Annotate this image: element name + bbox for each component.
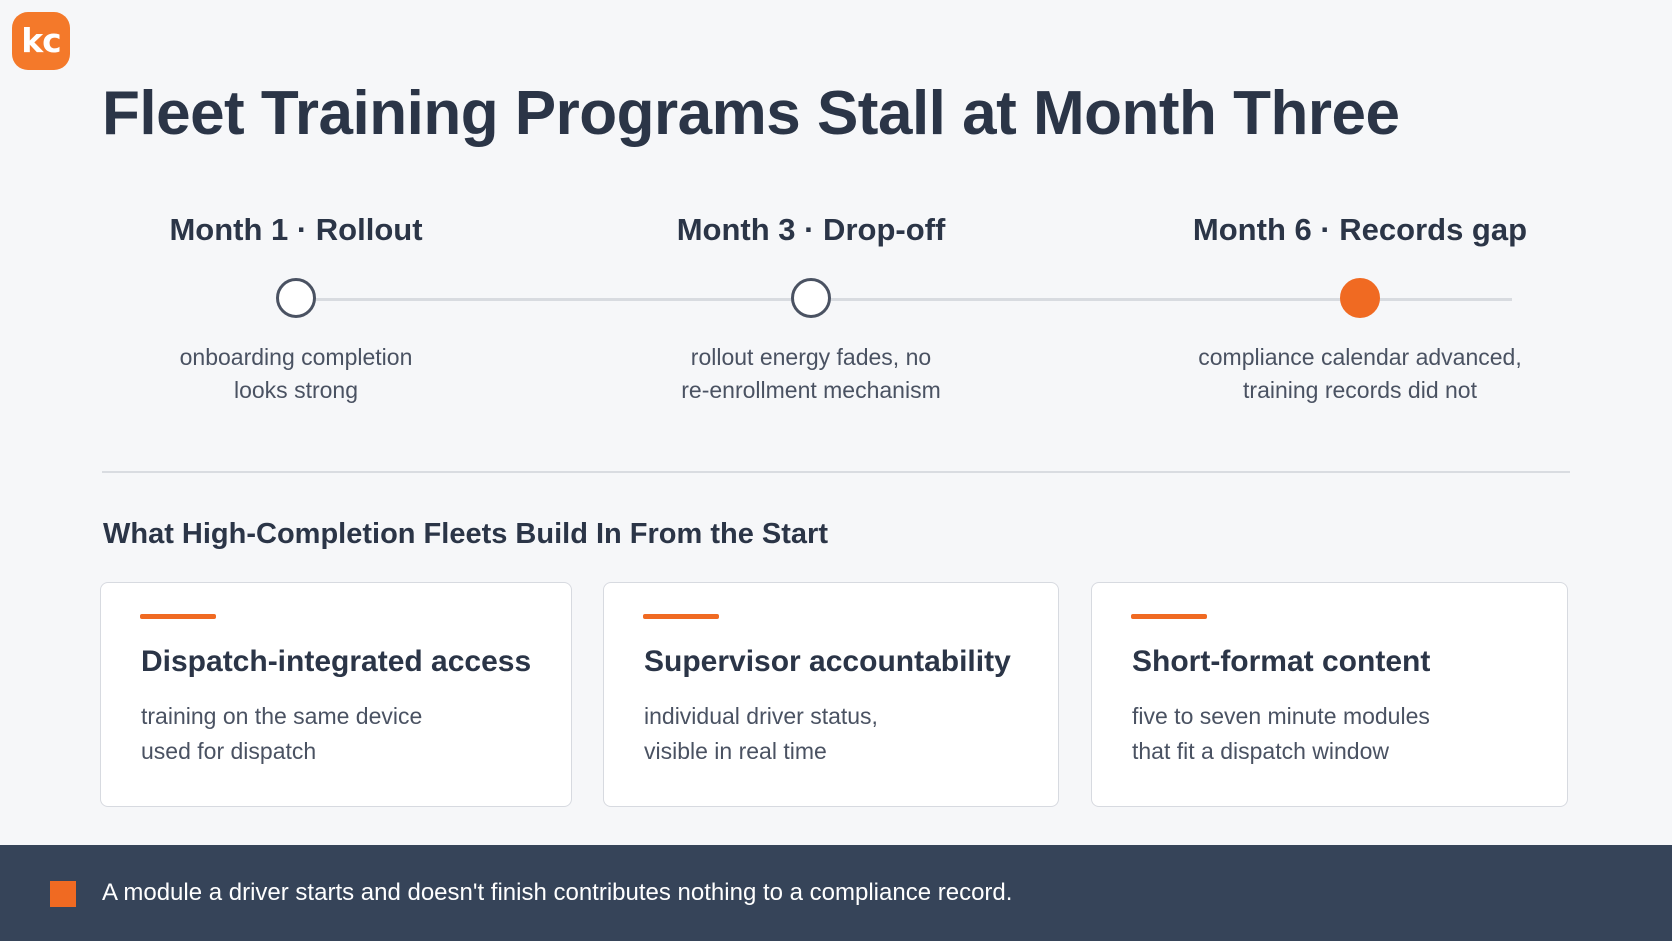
card-description: training on the same device used for dis… — [141, 699, 422, 769]
milestone-month-3: Month 3 · Drop-off rollout energy fades,… — [591, 210, 1031, 407]
banner-square-icon — [50, 881, 76, 907]
timeline-track — [296, 298, 1512, 301]
section-divider — [102, 471, 1570, 473]
milestone-month-1: Month 1 · Rollout onboarding completion … — [76, 210, 516, 407]
banner-text: A module a driver starts and doesn't fin… — [102, 879, 1013, 906]
card-dispatch-integrated-access: Dispatch-integrated access training on t… — [100, 582, 572, 807]
milestone-marker-highlighted — [1340, 278, 1380, 318]
milestone-caption: compliance calendar advanced, training r… — [1140, 341, 1580, 407]
caption-line-2: training records did not — [1243, 377, 1477, 403]
caption-line-1: rollout energy fades, no — [690, 344, 932, 370]
card-desc-line-2: visible in real time — [644, 738, 827, 764]
card-description: individual driver status, visible in rea… — [644, 699, 878, 769]
milestone-caption: rollout energy fades, no re-enrollment m… — [591, 341, 1031, 407]
card-desc-line-2: used for dispatch — [141, 738, 317, 764]
milestone-title: Month 6 · Records gap — [1192, 212, 1528, 247]
card-supervisor-accountability: Supervisor accountability individual dri… — [603, 582, 1059, 807]
card-accent-bar — [140, 614, 216, 619]
caption-line-1: onboarding completion — [179, 344, 413, 370]
card-accent-bar — [1131, 614, 1207, 619]
card-title: Short-format content — [1132, 645, 1431, 678]
card-accent-bar — [643, 614, 719, 619]
card-title: Supervisor accountability — [644, 645, 1011, 678]
card-desc-line-2: that fit a dispatch window — [1132, 738, 1389, 764]
footer-banner: A module a driver starts and doesn't fin… — [0, 845, 1672, 941]
card-short-format-content: Short-format content five to seven minut… — [1091, 582, 1568, 807]
milestone-title: Month 1 · Rollout — [169, 212, 423, 247]
card-title: Dispatch-integrated access — [141, 645, 532, 678]
kc-logo: kc — [12, 12, 70, 70]
caption-line-2: looks strong — [233, 377, 358, 403]
card-description: five to seven minute modules that fit a … — [1132, 699, 1430, 769]
card-desc-line-1: individual driver status, — [644, 703, 878, 729]
page-title: Fleet Training Programs Stall at Month T… — [102, 79, 1400, 148]
milestone-month-6: Month 6 · Records gap compliance calenda… — [1140, 210, 1580, 407]
card-desc-line-1: training on the same device — [141, 703, 423, 729]
milestone-title: Month 3 · Drop-off — [676, 212, 946, 247]
section-title: What High-Completion Fleets Build In Fro… — [103, 518, 828, 550]
milestone-caption: onboarding completion looks strong — [76, 341, 516, 407]
milestone-marker-open — [791, 278, 831, 318]
caption-line-1: compliance calendar advanced, — [1198, 344, 1522, 370]
card-desc-line-1: five to seven minute modules — [1132, 703, 1430, 729]
timeline: Month 1 · Rollout onboarding completion … — [0, 210, 1672, 420]
milestone-marker-open — [276, 278, 316, 318]
caption-line-2: re-enrollment mechanism — [681, 377, 941, 403]
